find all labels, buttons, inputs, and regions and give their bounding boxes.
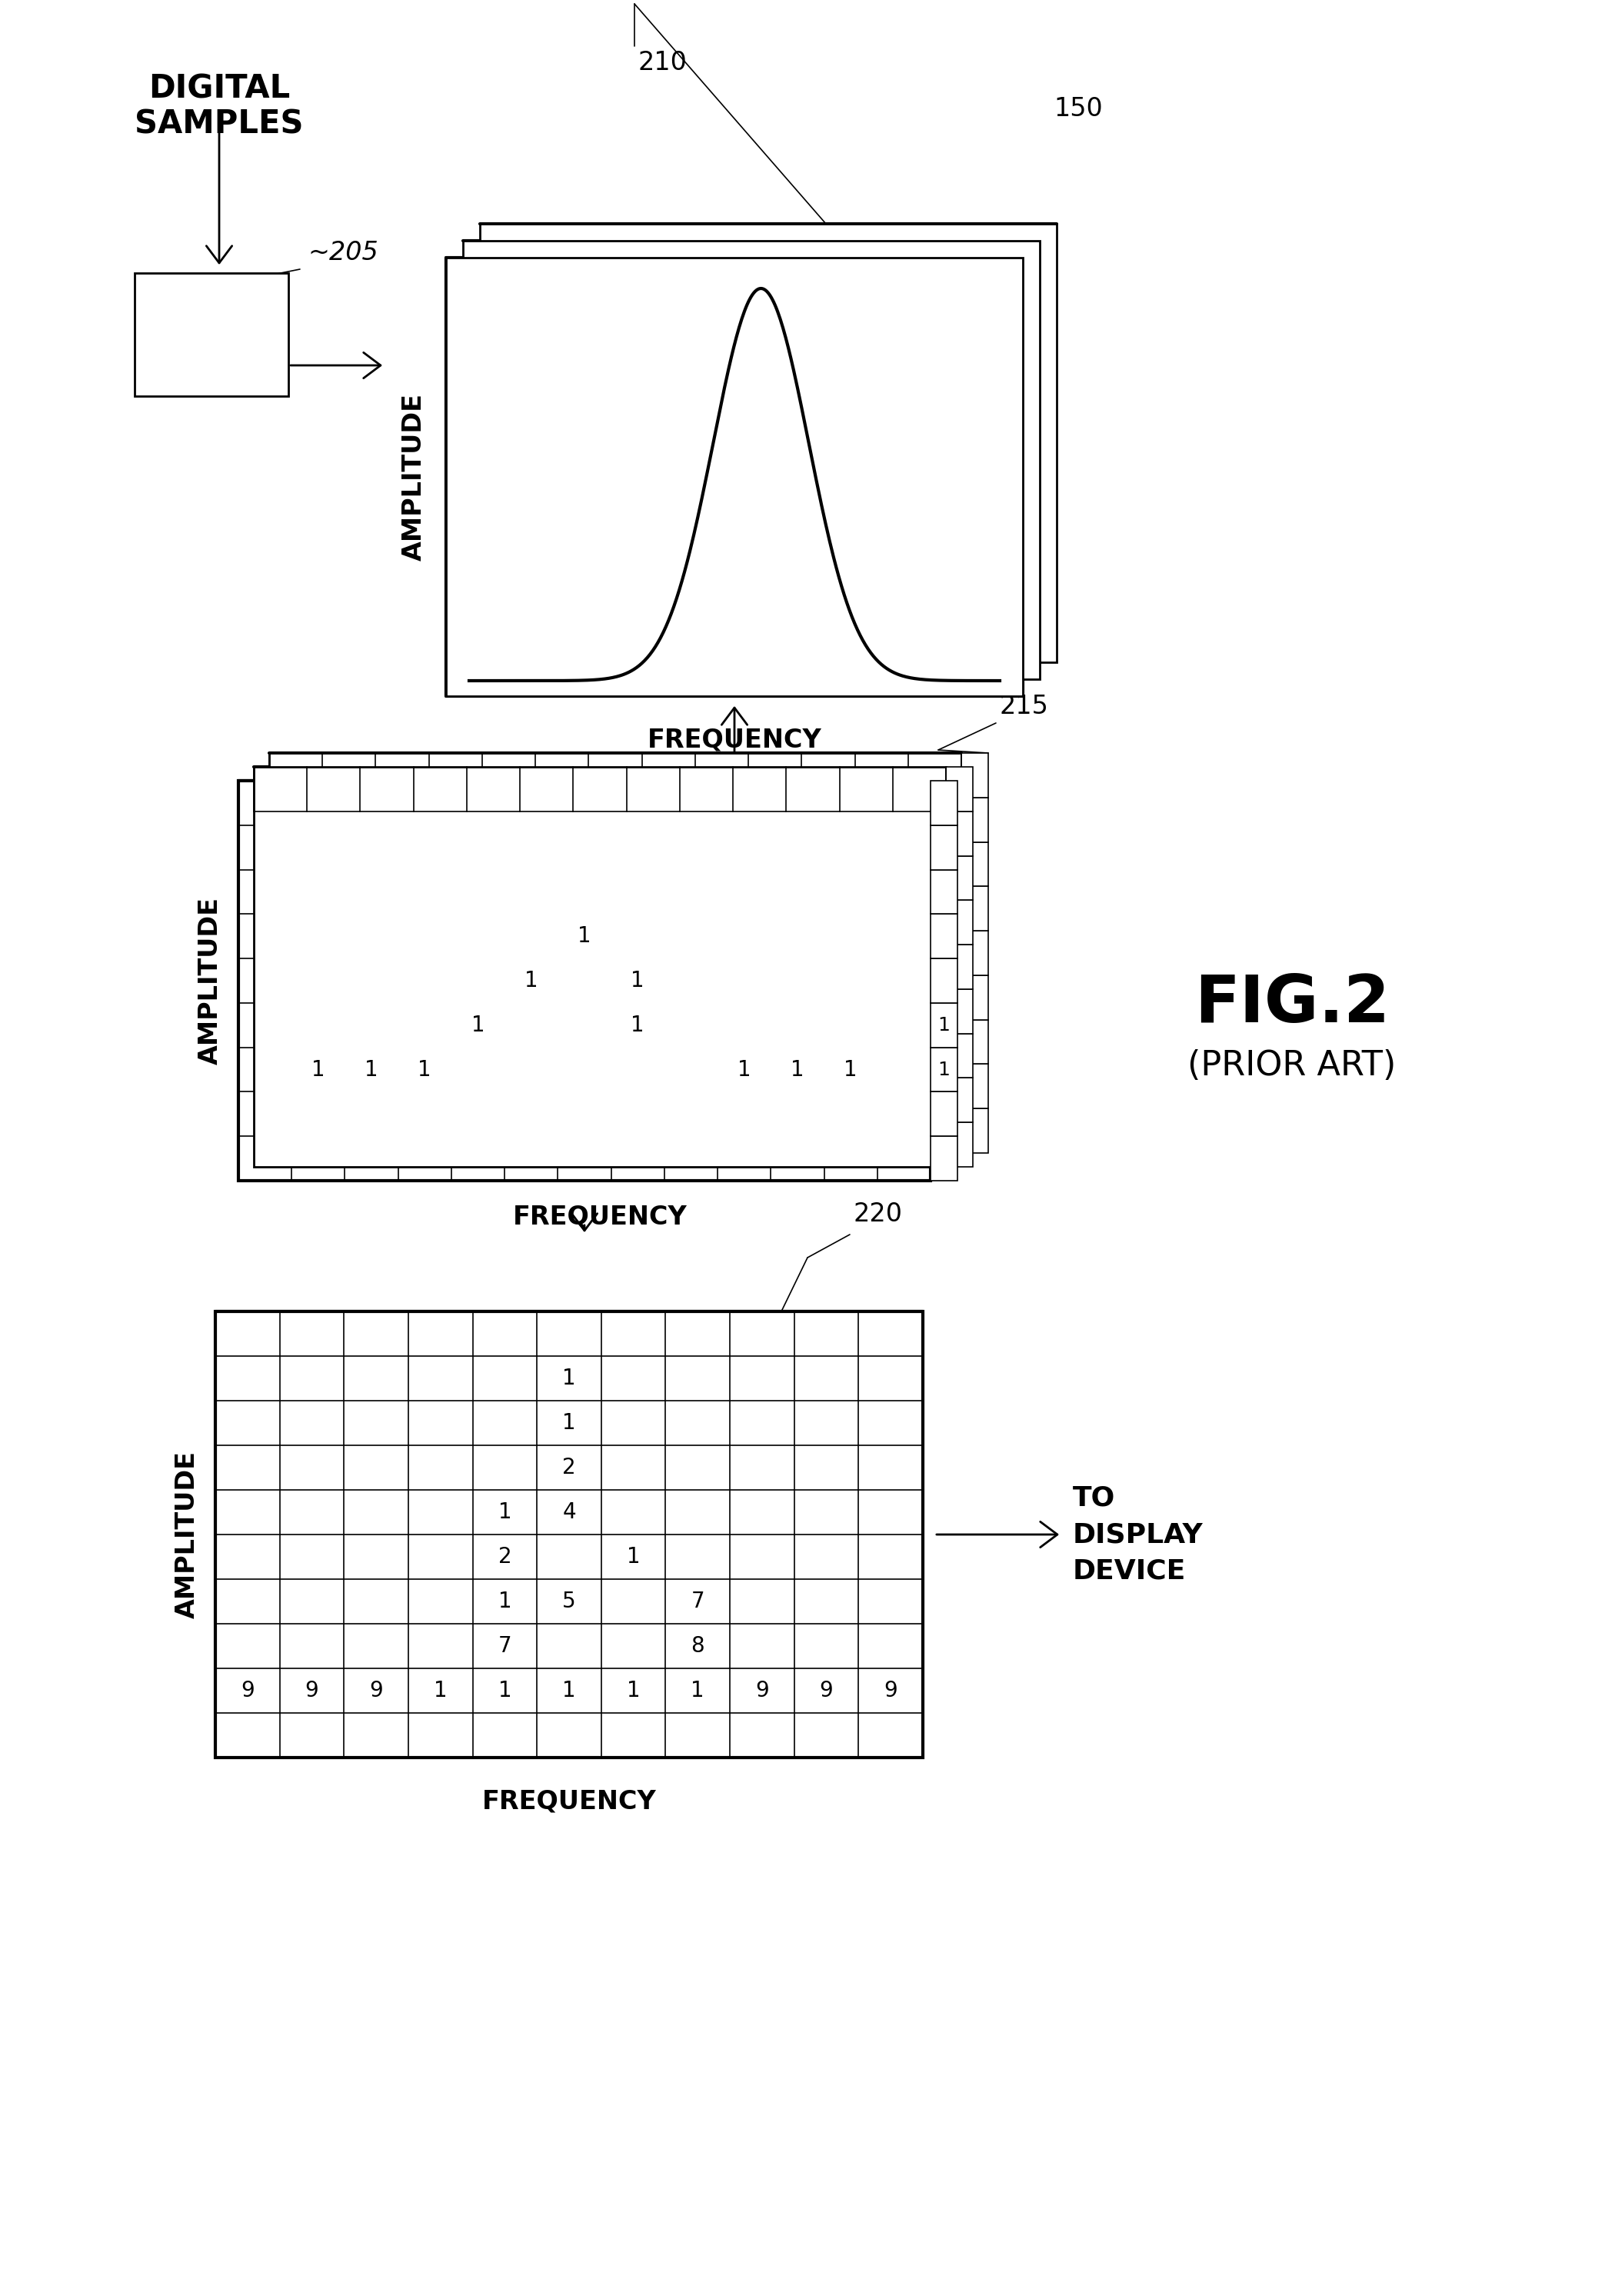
Text: 150: 150 [1053,96,1103,122]
Text: FREQUENCY: FREQUENCY [648,728,822,753]
Text: 1: 1 [738,1058,751,1081]
Bar [930,1137,958,1180]
Bar [961,1109,988,1153]
Bar [946,856,972,900]
Bar [946,810,972,856]
Text: 2: 2 [497,1545,512,1568]
Bar [946,1077,972,1123]
Text: FREQUENCY: FREQUENCY [512,1203,686,1228]
Text: AMPLITUDE: AMPLITUDE [197,898,223,1065]
Text: 220: 220 [854,1201,903,1226]
Text: (PRIOR ART): (PRIOR ART) [1187,1049,1397,1081]
Text: 2: 2 [562,1458,577,1479]
Text: 7: 7 [497,1635,512,1658]
Bar [930,1047,958,1093]
Bar [946,900,972,944]
Bar [930,870,958,914]
Bar [961,886,988,930]
Text: 1: 1 [562,1412,577,1433]
Bar [946,767,972,810]
Text: TO
DISPLAY
DEVICE: TO DISPLAY DEVICE [1072,1486,1203,1584]
Text: 9: 9 [370,1681,383,1701]
Bar [930,824,958,870]
Bar [946,1033,972,1077]
Bar [961,930,988,976]
Bar [930,1093,958,1137]
Text: 1: 1 [627,1545,640,1568]
Text: 9: 9 [883,1681,898,1701]
Text: 9: 9 [241,1681,254,1701]
Text: AMPLITUDE: AMPLITUDE [402,393,426,560]
Text: 1: 1 [631,1015,644,1035]
Bar [134,273,289,397]
Text: 1: 1 [791,1058,804,1081]
Text: FFT: FFT [176,319,247,351]
Text: 1: 1 [497,1502,512,1522]
Text: 9: 9 [305,1681,318,1701]
Bar [946,944,972,990]
Text: 8: 8 [691,1635,704,1658]
Text: ~205: ~205 [307,241,378,266]
Text: SAMPLES: SAMPLES [134,108,304,140]
Text: 9: 9 [819,1681,833,1701]
Bar [930,914,958,957]
Text: 1: 1 [472,1015,484,1035]
Text: 1: 1 [434,1681,447,1701]
Text: 1: 1 [562,1368,577,1389]
Bar [254,767,946,1166]
Bar [961,1063,988,1109]
Text: 1: 1 [938,1015,950,1035]
Text: 1: 1 [365,1058,378,1081]
Text: 210: 210 [638,51,688,76]
Text: 1: 1 [562,1681,577,1701]
Text: FIG.2: FIG.2 [1193,971,1391,1035]
Bar [930,781,958,824]
Bar [446,257,1022,696]
Text: 1: 1 [418,1058,431,1081]
Text: 1: 1 [578,925,591,946]
Bar [239,781,930,1180]
Bar [270,753,961,1153]
Text: 5: 5 [562,1591,577,1612]
Text: 1: 1 [938,1061,950,1079]
Text: DIGITAL: DIGITAL [149,73,291,106]
Text: 1: 1 [497,1591,512,1612]
Bar [946,990,972,1033]
Bar [961,843,988,886]
Text: 1: 1 [691,1681,704,1701]
Bar [946,1123,972,1166]
Bar [961,753,988,797]
Text: 4: 4 [562,1502,577,1522]
Bar [961,797,988,843]
Text: 1: 1 [497,1681,512,1701]
Text: 1: 1 [845,1058,858,1081]
Text: AMPLITUDE: AMPLITUDE [174,1451,200,1619]
Bar [464,241,1040,680]
Bar [215,1311,922,1756]
Bar [930,1003,958,1047]
Text: 1: 1 [627,1681,640,1701]
Text: FREQUENCY: FREQUENCY [481,1789,656,1814]
Text: 215: 215 [1000,693,1048,719]
Text: 9: 9 [756,1681,769,1701]
Text: 1: 1 [631,969,644,992]
Bar [930,957,958,1003]
Text: 1: 1 [525,969,538,992]
Bar [961,1019,988,1063]
Bar [480,223,1056,661]
Bar [961,976,988,1019]
Text: 1: 1 [312,1058,325,1081]
Text: 7: 7 [691,1591,704,1612]
